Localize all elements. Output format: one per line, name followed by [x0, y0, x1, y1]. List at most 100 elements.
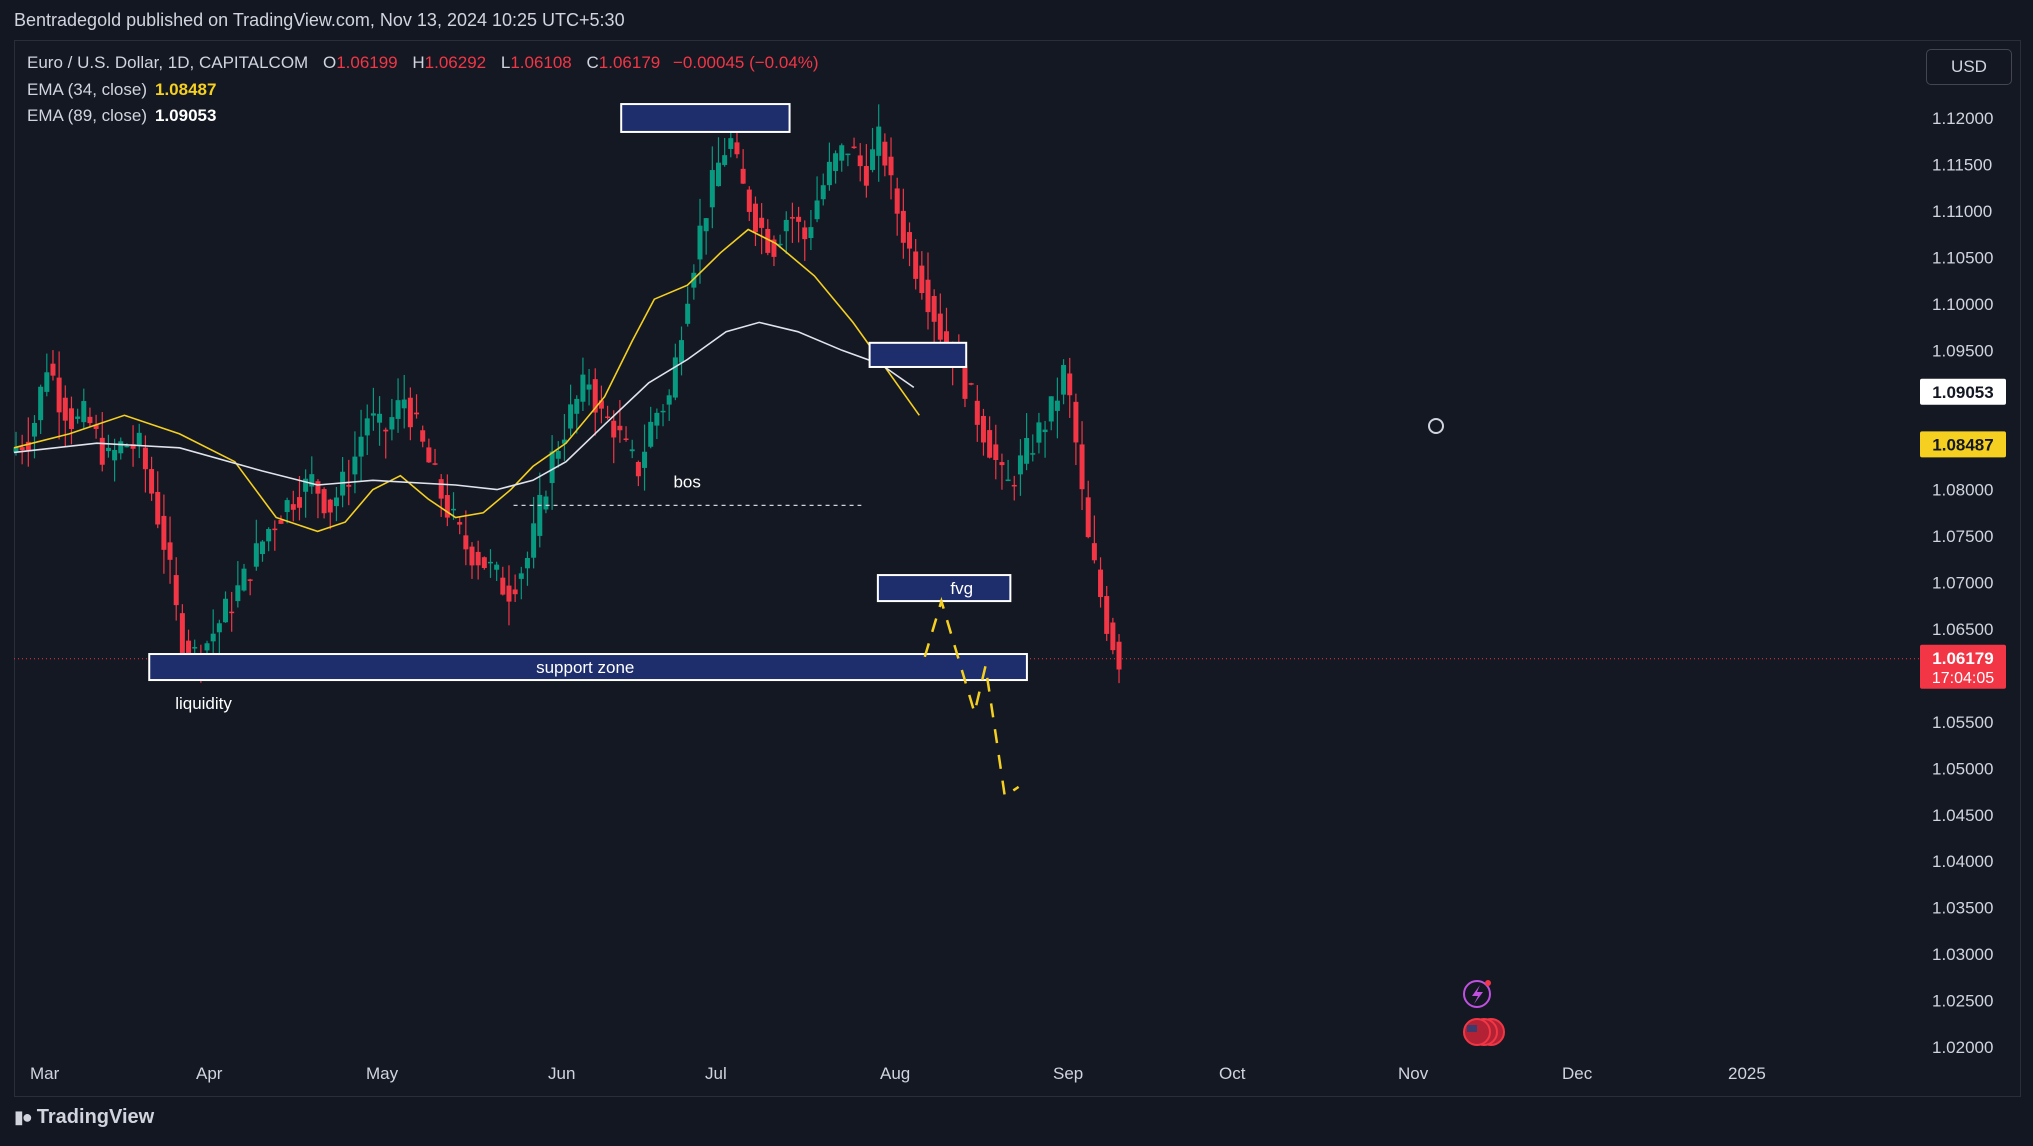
candle-body [333, 497, 339, 507]
legend-open-key: O [322, 53, 337, 72]
x-tick-label: Mar [30, 1064, 60, 1083]
candle-body [598, 400, 604, 409]
candle-body [395, 400, 401, 419]
candle-body [321, 489, 327, 514]
candle-body [266, 528, 272, 542]
currency-button[interactable]: USD [1926, 49, 2012, 85]
fvg-label: fvg [950, 579, 973, 598]
resistance-box[interactable] [620, 103, 791, 133]
y-tick-label: 1.10500 [1932, 248, 1993, 267]
projection-path[interactable] [923, 596, 1020, 799]
candle-body [259, 541, 265, 555]
candle-body [648, 421, 654, 447]
candle-body [574, 398, 580, 414]
candle-body [888, 156, 894, 176]
us-flag-canton-icon [1467, 1025, 1477, 1032]
candle-body [377, 413, 383, 423]
candle-body [1030, 453, 1036, 455]
y-tick-label: 1.03500 [1932, 899, 1993, 918]
candle-body [968, 383, 974, 385]
candle-body [284, 500, 290, 513]
candle-body [524, 557, 530, 569]
y-tick-label: 1.07500 [1932, 527, 1993, 546]
candle-body [660, 410, 666, 413]
x-tick-label: Apr [196, 1064, 223, 1083]
candle-body [1079, 444, 1085, 490]
candle-body [487, 561, 493, 564]
candle-body [457, 522, 463, 525]
candle-body [383, 429, 389, 432]
candle-body [149, 469, 155, 494]
ema34-line[interactable] [13, 228, 920, 533]
candle-body [679, 340, 685, 363]
candle-body [173, 575, 179, 606]
x-tick-label: Jul [705, 1064, 727, 1083]
candle-body [919, 265, 925, 294]
legend-open: 1.06199 [336, 53, 398, 72]
candle-body [407, 397, 413, 428]
candle-body [937, 313, 943, 340]
candle-body [851, 146, 857, 149]
candle-body [179, 613, 185, 657]
candle-body [531, 523, 537, 558]
y-tick-label: 1.10000 [1932, 295, 1993, 314]
candle-body [980, 415, 986, 443]
legend-ema34-value: 1.08487 [155, 80, 217, 99]
candle-body [635, 461, 641, 477]
legend-close: 1.06179 [598, 53, 661, 72]
candle-body [136, 432, 142, 446]
candle-body [155, 491, 161, 525]
candle-body [913, 251, 919, 279]
candle-body [364, 418, 370, 436]
support-zone-box[interactable] [148, 653, 1028, 682]
chart-frame[interactable] [14, 40, 2021, 1097]
candle-body [420, 430, 426, 442]
candle-body [820, 185, 826, 200]
x-tick-label: Sep [1053, 1064, 1083, 1083]
candle-body [974, 400, 980, 425]
legend-low-key: L [500, 53, 511, 72]
ema34-price-badge-value: 1.08487 [1932, 435, 1993, 454]
y-tick-label: 1.05000 [1932, 759, 1993, 778]
candle-body [81, 401, 87, 423]
x-tick-label: Jun [548, 1064, 575, 1083]
candle-body [999, 462, 1005, 466]
candle-body [931, 295, 937, 322]
resistance-box[interactable] [868, 341, 968, 368]
legend-ema89-row[interactable]: EMA (89, close) 1.09053 [27, 106, 216, 126]
y-tick-label: 1.07000 [1932, 574, 1993, 593]
fvg-box[interactable] [876, 574, 1012, 603]
candle-body [506, 585, 512, 602]
legend-change: −0.00045 (−0.04%) [672, 53, 819, 72]
y-tick-label: 1.11500 [1932, 155, 1992, 174]
y-tick-label: 1.06500 [1932, 620, 1993, 639]
ema89-line[interactable] [13, 321, 915, 491]
last-price-badge-value: 1.06179 [1932, 649, 1993, 668]
legend-ema34-row[interactable]: EMA (34, close) 1.08487 [27, 80, 216, 100]
candle-body [740, 168, 746, 184]
candle-body [389, 417, 395, 430]
candle-body [161, 515, 167, 550]
tradingview-brand[interactable]: ▮● TradingView [14, 1106, 154, 1129]
candle-body [432, 463, 438, 465]
candle-body [907, 232, 913, 249]
candle-body [771, 239, 777, 257]
candle-body [1054, 400, 1060, 411]
candle-body [870, 149, 876, 170]
candle-body [309, 474, 315, 487]
candle-body [186, 640, 192, 657]
candle-body [900, 210, 906, 243]
support-zone-label: support zone [536, 658, 634, 677]
candle-body [290, 504, 296, 510]
candle-body [1024, 437, 1030, 464]
legend-symbol-row: Euro / U.S. Dollar, 1D, CAPITALCOM O1.06… [27, 53, 819, 73]
candle-body [752, 203, 758, 233]
liquidity-label: liquidity [175, 694, 232, 713]
candle-body [1073, 401, 1079, 443]
candle-body [99, 437, 105, 465]
candle-body [358, 436, 364, 457]
legend-symbol[interactable]: Euro / U.S. Dollar, 1D, CAPITALCOM [27, 53, 309, 72]
candle-body [789, 217, 795, 219]
legend-ema34-label: EMA (34, close) [27, 80, 147, 99]
